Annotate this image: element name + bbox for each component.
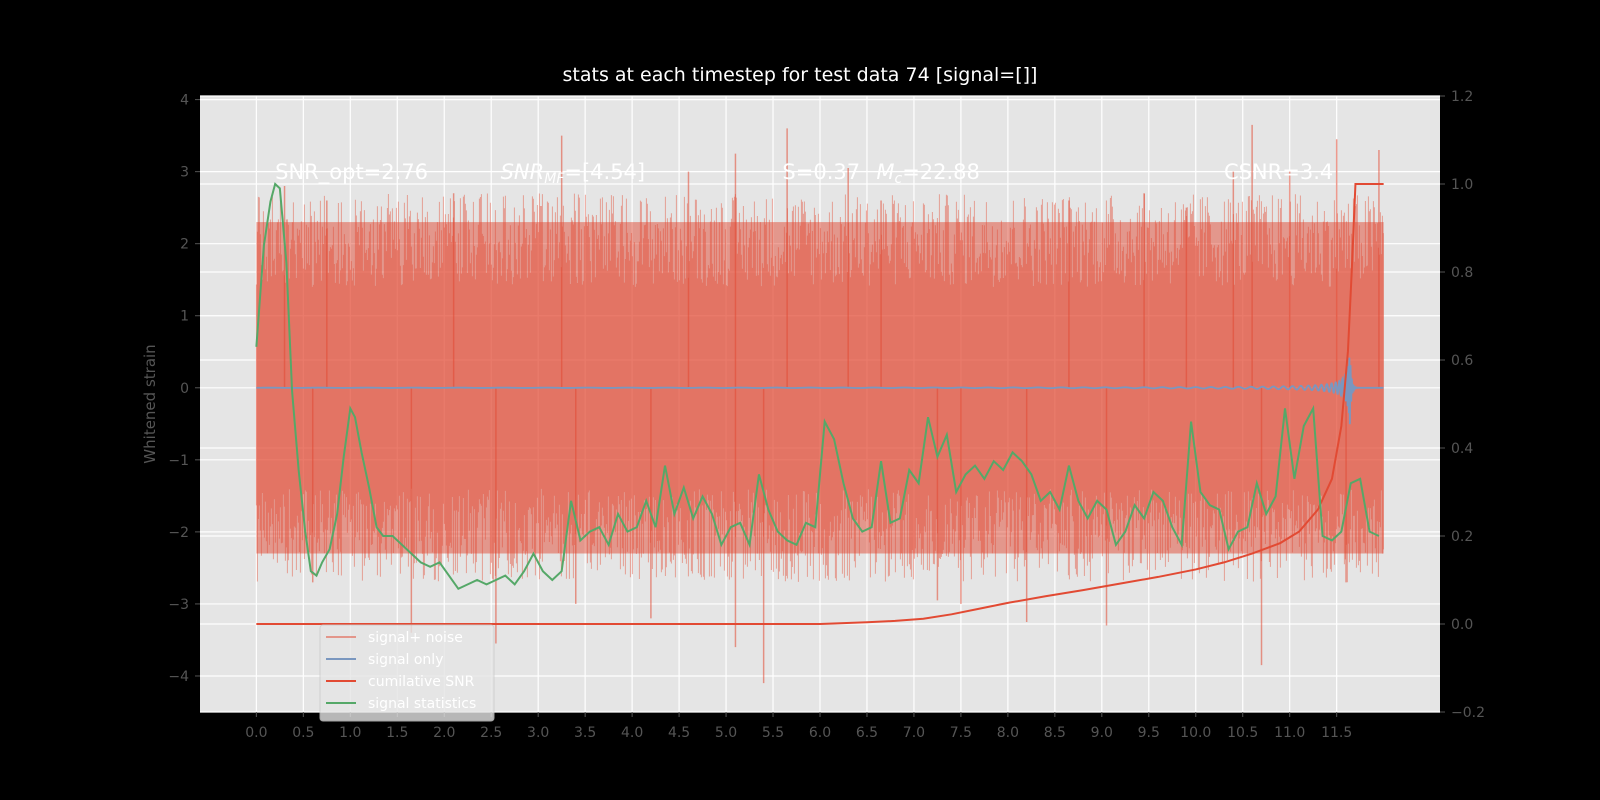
y-tick-left-label: −3 xyxy=(168,597,189,613)
series-signal-statistics xyxy=(255,182,1380,591)
y-tick-right-label: 0.8 xyxy=(1451,265,1473,281)
x-tick-label: 1.0 xyxy=(339,725,361,741)
y-tick-right-label: −0.2 xyxy=(1451,705,1485,721)
y-tick-left-label: −4 xyxy=(168,669,189,685)
signal-only-line xyxy=(256,357,1384,425)
chart-title: stats at each timestep for test data 74 … xyxy=(563,64,1038,86)
x-tick-label: 6.5 xyxy=(856,725,878,741)
x-tick-label: 0.5 xyxy=(292,725,314,741)
y-axis-label: Whitened strain xyxy=(141,344,159,463)
x-tick-label: 6.0 xyxy=(809,725,831,741)
annotation-text: S=0.37 xyxy=(782,160,860,184)
x-tick-label: 11.0 xyxy=(1274,725,1305,741)
y-tick-left-label: 0 xyxy=(180,381,189,397)
legend-label: signal+ noise xyxy=(368,630,463,646)
x-tick-label: 7.0 xyxy=(903,725,925,741)
x-tick-label: 10.5 xyxy=(1227,725,1258,741)
y-tick-left-label: −2 xyxy=(168,525,189,541)
x-tick-label: 8.0 xyxy=(997,725,1019,741)
x-tick-label: 9.5 xyxy=(1138,725,1160,741)
y-tick-left-label: 1 xyxy=(180,309,189,325)
x-tick-label: 4.0 xyxy=(621,725,643,741)
x-tick-label: 5.5 xyxy=(762,725,784,741)
x-tick-label: 0.0 xyxy=(245,725,267,741)
y-tick-left-label: 4 xyxy=(180,93,189,109)
legend-label: signal only xyxy=(368,652,443,668)
x-tick-label: 2.5 xyxy=(480,725,502,741)
x-tick-label: 4.5 xyxy=(668,725,690,741)
x-tick-label: 3.5 xyxy=(574,725,596,741)
x-tick-label: 7.5 xyxy=(950,725,972,741)
x-tick-label: 11.5 xyxy=(1321,725,1352,741)
legend-label: signal statistics xyxy=(368,696,476,712)
annotation-text: Mc=22.88 xyxy=(876,160,980,187)
y-tick-right-label: 0.0 xyxy=(1451,617,1473,633)
x-tick-label: 3.0 xyxy=(527,725,549,741)
axes: 0.0 0.5 1.0 1.5 2.0 2.5 3.0 3.5 4.0 4.5 5.0 5.5 6.0 6… xyxy=(168,89,1485,741)
y-tick-left-label: 2 xyxy=(180,237,189,253)
x-tick-label: 2.0 xyxy=(433,725,455,741)
legend: signal+ noise signal only cumilative SNR si… xyxy=(319,624,495,722)
series-signal-only xyxy=(256,357,1384,425)
noise-trace xyxy=(255,193,1384,583)
y-tick-right-label: 0.6 xyxy=(1451,353,1473,369)
x-tick-label: 1.5 xyxy=(386,725,408,741)
annotation-text: CSNR=3.4 xyxy=(1224,160,1333,184)
y-tick-right-label: 1.2 xyxy=(1451,89,1473,105)
x-tick-label: 5.0 xyxy=(715,725,737,741)
right-axis-series xyxy=(255,182,1384,625)
series-cumilative-snr xyxy=(256,183,1384,625)
annotation-text: SNRMF=[4.54] xyxy=(501,160,646,187)
legend-label: cumilative SNR xyxy=(368,674,475,690)
y-tick-right-label: 0.2 xyxy=(1451,529,1473,545)
x-tick-label: 9.0 xyxy=(1091,725,1113,741)
y-tick-right-label: 0.4 xyxy=(1451,441,1473,457)
legend-box xyxy=(319,624,495,722)
y-tick-left-label: 3 xyxy=(180,165,189,181)
x-tick-label: 8.5 xyxy=(1044,725,1066,741)
annotation-text: SNR_opt=2.76 xyxy=(275,160,428,185)
annotations: SNR_opt=2.76 SNRMF=[4.54] S=0.37 Mc=22.88 CS… xyxy=(275,160,1333,187)
y-tick-right-label: 1.0 xyxy=(1451,177,1473,193)
x-tick-label: 10.0 xyxy=(1180,725,1211,741)
y-tick-left-label: −1 xyxy=(168,453,189,469)
